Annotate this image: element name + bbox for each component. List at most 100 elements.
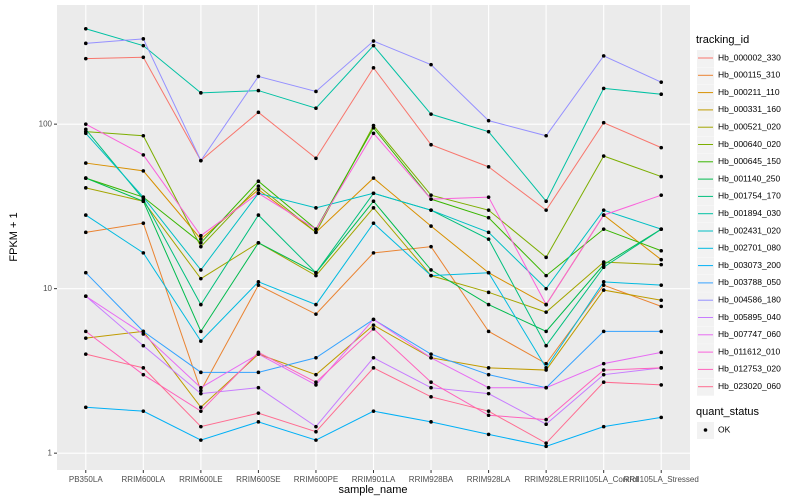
- data-point: [314, 302, 318, 307]
- data-point: [429, 395, 433, 399]
- legend-label: Hb_003073_200: [718, 260, 781, 270]
- data-point: [314, 270, 318, 275]
- data-point: [371, 176, 376, 180]
- data-point: [544, 361, 548, 366]
- x-tick-label: RRII105LA_Control: [569, 475, 639, 484]
- x-tick-label: RRIM928BA: [409, 475, 454, 484]
- data-point: [544, 343, 548, 348]
- data-point: [486, 165, 491, 169]
- data-point: [486, 208, 491, 212]
- data-point: [83, 352, 88, 356]
- data-point: [256, 280, 261, 284]
- legend-label: Hb_000645_150: [718, 156, 781, 166]
- data-point: [544, 199, 548, 204]
- data-point: [544, 208, 548, 212]
- data-point: [601, 361, 606, 366]
- data-point: [429, 193, 433, 197]
- data-point: [601, 368, 606, 372]
- x-tick-label: RRII105LA_Stressed: [624, 475, 699, 484]
- data-point: [486, 129, 491, 134]
- data-point: [371, 191, 376, 196]
- legend-label: Hb_000331_160: [718, 104, 781, 114]
- data-point: [314, 106, 318, 111]
- data-point: [314, 273, 318, 278]
- legend-title: tracking_id: [696, 34, 749, 46]
- data-point: [314, 227, 318, 231]
- data-point: [429, 352, 433, 356]
- legend-label: Hb_000211_110: [718, 87, 780, 97]
- data-point: [199, 158, 203, 163]
- data-point: [659, 350, 664, 355]
- data-point: [256, 110, 261, 115]
- data-point: [199, 276, 203, 281]
- x-tick-label: RRIM600SE: [236, 475, 280, 484]
- data-point: [659, 257, 664, 262]
- data-point: [601, 280, 606, 284]
- data-point: [199, 302, 203, 307]
- data-point: [601, 329, 606, 334]
- data-point: [371, 39, 376, 43]
- data-point: [141, 43, 146, 48]
- data-point: [371, 43, 376, 48]
- data-point: [199, 268, 203, 272]
- data-point: [371, 355, 376, 360]
- data-point: [601, 54, 606, 58]
- data-point: [314, 206, 318, 210]
- data-point: [659, 80, 664, 84]
- data-point: [83, 122, 88, 126]
- data-point: [544, 302, 548, 307]
- data-point: [141, 409, 146, 413]
- data-point: [141, 133, 146, 138]
- legend-label: Hb_007747_060: [718, 329, 781, 339]
- data-point: [256, 88, 261, 93]
- data-point: [659, 227, 664, 231]
- data-point: [83, 270, 88, 275]
- data-point: [371, 323, 376, 327]
- data-point: [429, 142, 433, 147]
- data-point: [256, 370, 261, 375]
- data-point: [199, 329, 203, 334]
- data-point: [601, 227, 606, 231]
- data-point: [141, 332, 146, 336]
- data-point: [256, 283, 261, 287]
- data-point: [314, 312, 318, 316]
- data-point: [256, 187, 261, 192]
- data-point: [601, 262, 606, 267]
- data-point: [601, 283, 606, 287]
- data-point: [371, 66, 376, 70]
- data-point: [429, 273, 433, 278]
- data-point: [486, 413, 491, 418]
- legend-label: Hb_023020_060: [718, 381, 781, 391]
- legend-label: Hb_001894_030: [718, 208, 781, 218]
- data-point: [486, 118, 491, 123]
- data-point: [199, 424, 203, 429]
- data-point: [141, 343, 146, 348]
- data-point: [544, 133, 548, 138]
- legend-label: Hb_003788_050: [718, 277, 781, 287]
- x-tick-label: RRIM928LA: [467, 475, 511, 484]
- data-point: [486, 290, 491, 295]
- data-point: [371, 366, 376, 370]
- data-point: [601, 424, 606, 429]
- data-point: [199, 370, 203, 375]
- data-point: [429, 197, 433, 201]
- data-point: [83, 26, 88, 31]
- legend-label: Hb_001754_170: [718, 191, 781, 201]
- data-point: [371, 251, 376, 255]
- legend-label: OK: [718, 424, 731, 434]
- data-point: [601, 288, 606, 292]
- data-point: [486, 385, 491, 390]
- data-point: [544, 329, 548, 334]
- data-point: [199, 240, 203, 245]
- data-point: [199, 339, 203, 343]
- legend-label: Hb_000002_330: [718, 52, 781, 62]
- x-tick-label: PB350LA: [69, 475, 103, 484]
- data-point: [371, 317, 376, 322]
- data-point: [429, 244, 433, 249]
- data-point: [601, 265, 606, 270]
- data-point: [314, 372, 318, 377]
- data-point: [429, 112, 433, 116]
- data-point: [486, 409, 491, 413]
- x-tick-label: RRIM600LA: [122, 475, 166, 484]
